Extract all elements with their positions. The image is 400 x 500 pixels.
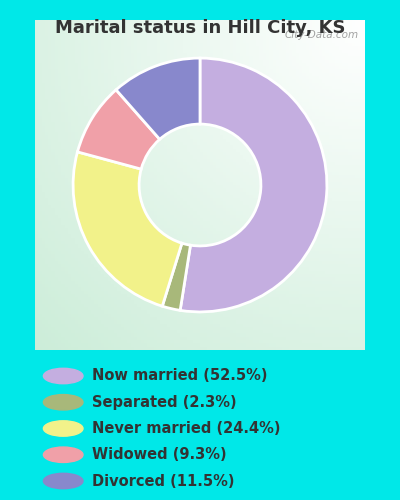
Circle shape xyxy=(43,368,83,384)
Circle shape xyxy=(43,421,83,436)
Wedge shape xyxy=(162,243,190,310)
Wedge shape xyxy=(180,58,327,312)
Text: Now married (52.5%): Now married (52.5%) xyxy=(92,368,268,384)
Text: Marital status in Hill City, KS: Marital status in Hill City, KS xyxy=(55,19,345,37)
Circle shape xyxy=(43,474,83,488)
Text: Widowed (9.3%): Widowed (9.3%) xyxy=(92,447,227,462)
Wedge shape xyxy=(116,58,200,140)
Circle shape xyxy=(43,394,83,410)
Circle shape xyxy=(43,447,83,462)
Wedge shape xyxy=(73,152,182,306)
Wedge shape xyxy=(78,90,160,169)
Text: City-Data.com: City-Data.com xyxy=(284,30,358,40)
Text: Separated (2.3%): Separated (2.3%) xyxy=(92,395,237,410)
Text: Divorced (11.5%): Divorced (11.5%) xyxy=(92,474,234,488)
Text: Never married (24.4%): Never married (24.4%) xyxy=(92,421,280,436)
